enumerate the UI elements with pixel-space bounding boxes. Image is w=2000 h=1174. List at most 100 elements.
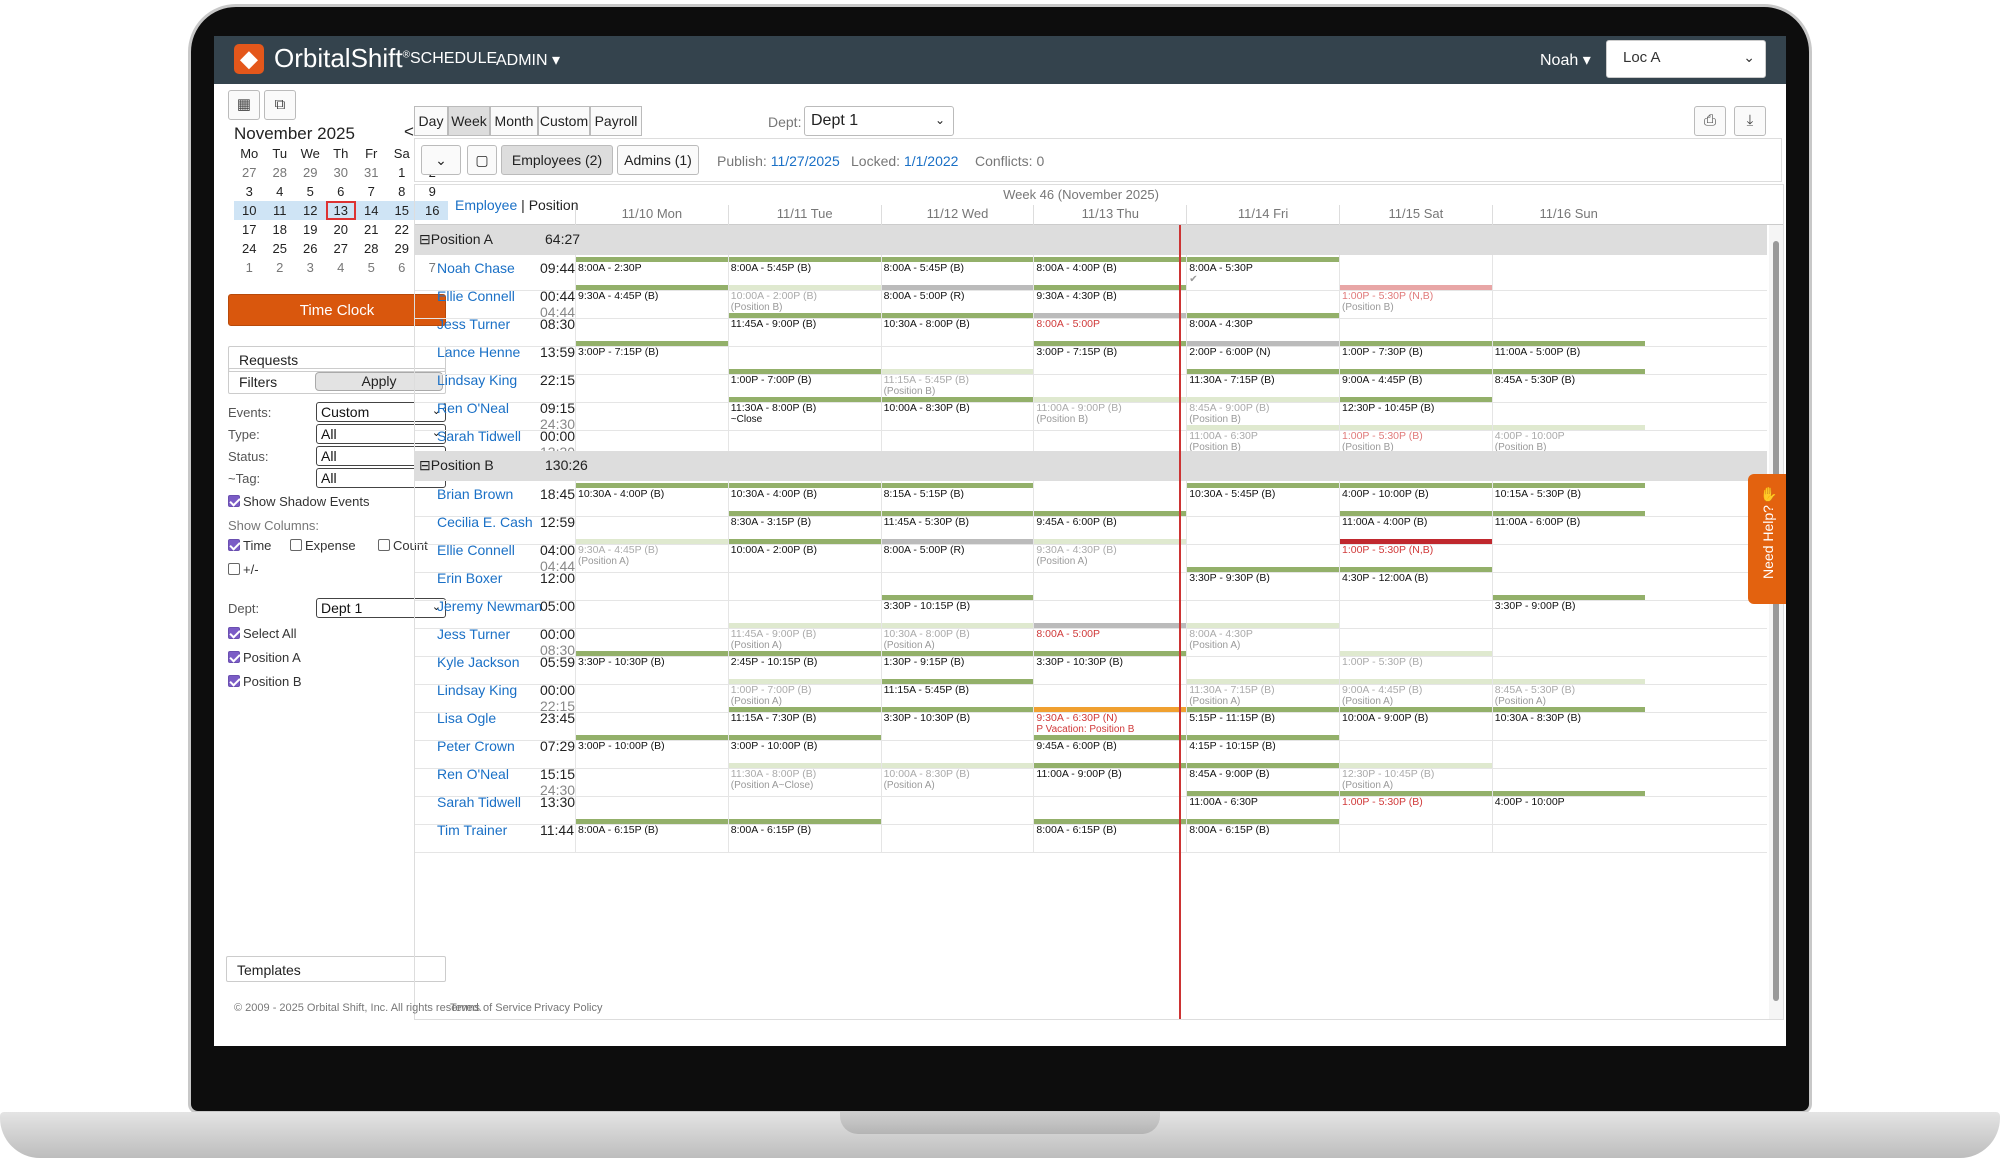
day-cell[interactable]: 11:45A - 5:30P (B) [880, 509, 1034, 545]
shift-block[interactable]: 1:00P - 7:00P (B) (Position A) [728, 679, 881, 708]
day-cell[interactable]: 9:45A - 6:00P (B) [1033, 733, 1186, 769]
day-cell[interactable]: 8:00A - 5:45P (B) [727, 255, 881, 291]
shift-block[interactable]: 11:00A - 6:30P (Position B) [1187, 425, 1339, 454]
calendar-day[interactable]: 3 [306, 260, 314, 275]
shift-block[interactable]: 8:00A - 4:00P (B) [1034, 257, 1186, 274]
day-cell[interactable] [1339, 733, 1492, 769]
shift-block[interactable]: 8:00A - 5:00P [1034, 623, 1186, 640]
day-header[interactable]: 11/11 Tue [727, 205, 881, 225]
day-cell[interactable]: 11:00A - 6:30P [1186, 789, 1339, 825]
day-cell[interactable]: 11:30A - 8:00P (B) ~Close [727, 395, 881, 431]
calendar-day[interactable]: 20 [333, 222, 348, 237]
day-cell[interactable]: 3:30P - 9:30P (B) [1186, 565, 1339, 601]
shift-block[interactable]: 10:30A - 8:30P (B) [1492, 707, 1645, 724]
shift-block[interactable]: 2:45P - 10:15P (B) [728, 651, 881, 668]
employee-name-link[interactable]: Sarah Tidwell [437, 428, 522, 444]
day-cell[interactable] [575, 395, 728, 431]
calendar-day[interactable]: 5 [306, 184, 314, 199]
calendar-view-button[interactable]: ▦ [228, 90, 260, 120]
employee-name-link[interactable]: Lindsay King [437, 682, 518, 698]
dept-select[interactable]: Dept 1 ⌄ [804, 106, 954, 136]
day-cell[interactable] [727, 789, 881, 825]
day-cell[interactable]: 3:30P - 10:30P (B) [880, 705, 1034, 741]
shift-block[interactable]: 1:30P - 9:15P (B) [881, 651, 1034, 668]
day-cell[interactable]: 8:00A - 5:00P (R) [880, 537, 1034, 573]
calendar-day[interactable]: 27 [242, 165, 257, 180]
employee-name-link[interactable]: Jess Turner [437, 316, 511, 332]
day-cell[interactable]: 8:45A - 5:30P (B) [1491, 367, 1645, 403]
shift-block[interactable]: 8:00A - 5:00P (R) [881, 539, 1034, 556]
calendar-prev-button[interactable]: < [404, 122, 414, 141]
day-cell[interactable] [1186, 537, 1339, 573]
view-day-button[interactable]: Day [414, 106, 448, 136]
events-select[interactable]: Custom ⌄ [316, 402, 446, 422]
calendar-day[interactable]: 17 [242, 222, 257, 237]
shift-block[interactable]: 11:30A - 7:15P (B) (Position A) [1187, 679, 1339, 708]
show-shadow-checkbox[interactable]: Show Shadow Events [228, 494, 369, 509]
day-cell[interactable]: 8:00A - 6:15P (B) [727, 817, 881, 853]
day-cell[interactable] [1033, 789, 1186, 825]
day-cell[interactable]: 4:00P - 10:00P (B) [1339, 481, 1492, 517]
sidebar-dept-select[interactable]: Dept 1 ⌄ [316, 598, 446, 618]
day-cell[interactable]: 8:45A - 5:30P (B) (Position A) [1491, 677, 1645, 713]
calendar-day[interactable]: 18 [272, 222, 287, 237]
shift-block[interactable]: 11:45A - 9:00P (B) [728, 313, 881, 330]
day-cell[interactable]: 1:00P - 5:30P (B) [1339, 789, 1492, 825]
shift-block[interactable]: 10:30A - 4:00P (B) [576, 483, 728, 500]
shift-block[interactable]: 8:15A - 5:15P (B) [881, 483, 1034, 500]
shift-block[interactable]: 1:00P - 7:00P (B) [728, 369, 881, 386]
col-count-checkbox[interactable]: Count [378, 538, 428, 553]
shift-block[interactable]: 11:15A - 5:45P (B) (Position B) [881, 369, 1034, 398]
day-cell[interactable] [575, 509, 728, 545]
day-cell[interactable] [1339, 311, 1492, 347]
calendar-day[interactable]: 12 [295, 201, 326, 220]
position-a-checkbox[interactable]: Position A [228, 650, 301, 665]
shift-block[interactable]: 8:00A - 4:30P (Position A) [1187, 623, 1339, 652]
day-cell[interactable] [1491, 649, 1645, 685]
day-cell[interactable] [880, 339, 1034, 375]
day-cell[interactable]: 3:00P - 7:15P (B) [575, 339, 728, 375]
shift-block[interactable]: 11:00A - 5:00P (B) [1492, 341, 1645, 358]
shift-block[interactable]: 8:00A - 5:45P (B) [728, 257, 881, 274]
calendar-day[interactable]: 28 [364, 241, 379, 256]
calendar-day[interactable]: 3 [245, 184, 253, 199]
day-cell[interactable] [1033, 367, 1186, 403]
shift-block[interactable]: 10:15A - 5:30P (B) [1492, 483, 1645, 500]
shift-block[interactable]: 8:00A - 5:30P ✔ [1187, 257, 1339, 286]
day-cell[interactable] [727, 339, 881, 375]
day-cell[interactable]: 3:30P - 9:00P (B) [1491, 593, 1645, 629]
day-cell[interactable]: 8:15A - 5:15P (B) [880, 481, 1034, 517]
select-all-checkbox[interactable]: Select All [228, 626, 296, 641]
shift-block[interactable]: 11:15A - 7:30P (B) [728, 707, 881, 724]
notes-button[interactable]: ▢ [467, 145, 497, 175]
view-by-position-link[interactable]: Position [528, 197, 579, 213]
shift-block[interactable]: 2:00P - 6:00P (N) [1187, 341, 1339, 358]
shift-block[interactable]: 10:30A - 8:00P (B) [881, 313, 1034, 330]
calendar-day[interactable]: 13 [325, 201, 356, 220]
day-cell[interactable]: 1:00P - 5:30P (N,B) (Position B) [1339, 283, 1492, 319]
view-by-employee-link[interactable]: Employee [455, 197, 518, 213]
day-cell[interactable]: 11:30A - 7:15P (B) [1186, 367, 1339, 403]
day-cell[interactable]: 11:15A - 7:30P (B) [727, 705, 881, 741]
calendar-day[interactable]: 4 [337, 260, 345, 275]
shift-block[interactable]: 1:00P - 5:30P (B) (Position B) [1340, 425, 1492, 454]
day-cell[interactable] [1491, 537, 1645, 573]
view-payroll-button[interactable]: Payroll [590, 106, 642, 136]
shift-block[interactable]: 8:30A - 3:15P (B) [728, 511, 881, 528]
view-custom-button[interactable]: Custom [538, 106, 590, 136]
calendar-day[interactable]: 31 [364, 165, 379, 180]
shift-block[interactable]: 9:00A - 4:45P (B) (Position A) [1340, 679, 1492, 708]
day-cell[interactable]: 1:00P - 7:30P (B) [1339, 339, 1492, 375]
day-cell[interactable]: 11:30A - 8:00P (B) (Position A~Close) [727, 761, 881, 797]
day-cell[interactable] [1186, 649, 1339, 685]
calendar-day[interactable]: 11 [264, 201, 295, 220]
employee-name-link[interactable]: Ren O'Neal [437, 766, 509, 782]
employee-name-link[interactable]: Cecilia E. Cash [437, 514, 533, 530]
day-cell[interactable] [1491, 311, 1645, 347]
shift-block[interactable]: 1:00P - 7:30P (B) [1340, 341, 1492, 358]
employee-name-link[interactable]: Ren O'Neal [437, 400, 509, 416]
shift-block[interactable]: 8:00A - 2:30P [576, 257, 728, 274]
day-cell[interactable]: 11:00A - 5:00P (B) [1491, 339, 1645, 375]
employee-name-link[interactable]: Lindsay King [437, 372, 518, 388]
day-cell[interactable]: 1:00P - 5:30P (N,B) [1339, 537, 1492, 573]
